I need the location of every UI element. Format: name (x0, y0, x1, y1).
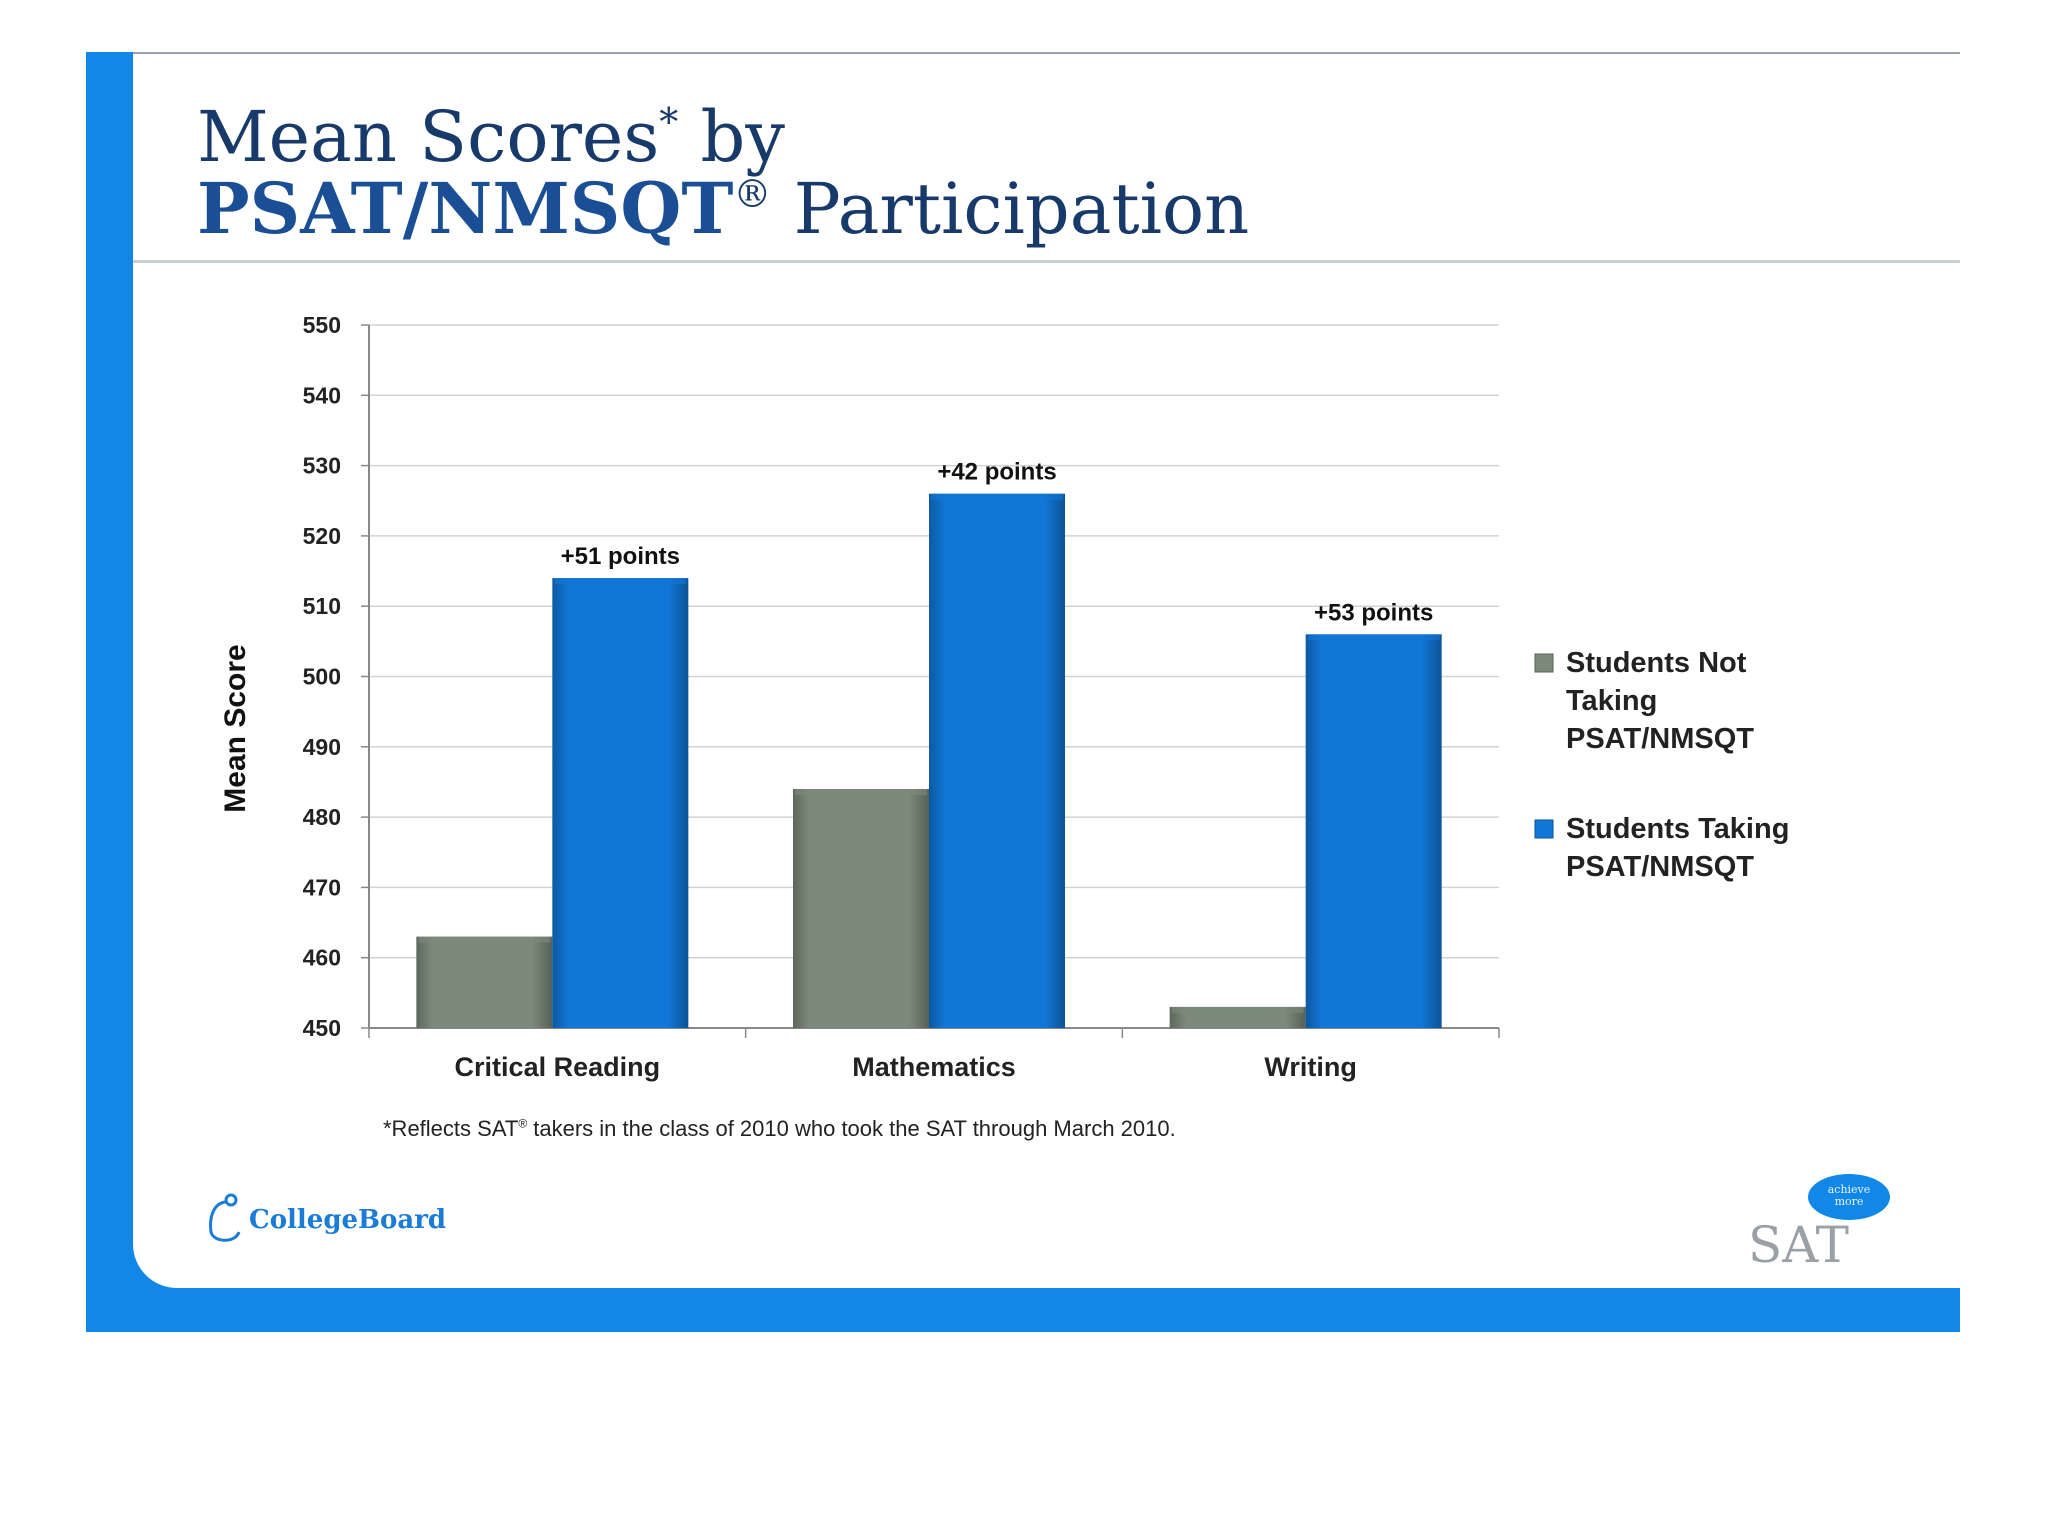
y-tick-label: 500 (303, 664, 341, 690)
chart-container: 450 460 470 480 490 500 510 520 530 540 550 Mean Sc… (133, 54, 1960, 1288)
legend-label: Taking (1566, 685, 1657, 717)
slide-content: Mean Scores* by PSAT/NMSQT® Participatio… (133, 52, 1960, 1288)
title-line-1: Mean Scores* by (197, 102, 1249, 172)
title-psat-text: PSAT/NMSQT (197, 167, 734, 250)
y-tick-label: 540 (303, 382, 341, 408)
y-axis-label: Mean Score (219, 644, 252, 812)
title-asterisk: * (659, 100, 679, 144)
x-category-label: Critical Reading (455, 1052, 661, 1082)
bar-not-taking (793, 788, 929, 1028)
footnote-post: takers in the class of 2010 who took the… (527, 1116, 1176, 1141)
footnote-mark: ® (518, 1116, 528, 1131)
title-line-2: PSAT/NMSQT® Participation (197, 172, 1249, 245)
y-tick-label: 490 (303, 734, 341, 760)
bar-chart: 450 460 470 480 490 500 510 520 530 540 550 Mean Sc… (219, 312, 1789, 1082)
acorn-icon (209, 1193, 241, 1242)
bar-top-bevel (1307, 634, 1440, 641)
bar-top-bevel (931, 493, 1063, 500)
slide-frame: Mean Scores* by PSAT/NMSQT® Participatio… (86, 52, 1960, 1332)
title-main-text: Mean Scores (197, 96, 660, 178)
legend-swatch (1534, 653, 1554, 673)
sat-logo: achieve more SAT (1748, 1174, 1898, 1274)
bar-top-bevel (795, 788, 927, 795)
y-tick-label: 460 (303, 945, 341, 971)
bar-annotation: +42 points (937, 459, 1056, 486)
y-tick-label: 450 (303, 1015, 341, 1041)
bar-annotation: +51 points (561, 543, 680, 570)
y-tick-label: 470 (303, 874, 341, 900)
legend-label: Students Not (1566, 647, 1747, 679)
x-category-label: Writing (1264, 1052, 1356, 1082)
title-divider (133, 260, 1960, 263)
y-tick-label: 520 (303, 523, 341, 549)
title-participation-text: Participation (771, 168, 1250, 250)
legend-swatch (1534, 819, 1554, 839)
collegeboard-logo: CollegeBoard (205, 1192, 446, 1248)
slide-title: Mean Scores* by PSAT/NMSQT® Participatio… (197, 102, 1249, 244)
bar-top-bevel (418, 936, 551, 943)
bubble-line-2: more (1834, 1195, 1864, 1208)
bar-top-bevel (1171, 1006, 1304, 1013)
y-tick-label: 550 (303, 312, 341, 338)
y-tick-label: 510 (303, 593, 341, 619)
y-tick-label: 480 (303, 804, 341, 830)
bar-annotation: +53 points (1314, 599, 1433, 626)
y-tick-label: 530 (303, 453, 341, 479)
footnote-pre: *Reflects SAT (383, 1116, 519, 1141)
footnote: *Reflects SAT® takers in the class of 20… (383, 1116, 1176, 1142)
legend-label: PSAT/NMSQT (1566, 723, 1754, 755)
achieve-more-bubble: achieve more (1808, 1174, 1890, 1220)
bar-taking (552, 578, 689, 1028)
bubble-line-1: achieve (1827, 1183, 1871, 1196)
bar-top-bevel (554, 578, 687, 585)
bar-taking (1305, 634, 1442, 1028)
legend-label: PSAT/NMSQT (1566, 851, 1754, 883)
title-registered-mark: ® (733, 172, 772, 216)
legend-label: Students Taking (1566, 813, 1789, 845)
bar-taking (929, 493, 1065, 1029)
bar-not-taking (416, 936, 553, 1028)
title-by-text: by (678, 96, 785, 178)
collegeboard-text: CollegeBoard (249, 1205, 447, 1235)
sat-text: SAT (1748, 1216, 1849, 1274)
x-category-label: Mathematics (852, 1052, 1016, 1082)
